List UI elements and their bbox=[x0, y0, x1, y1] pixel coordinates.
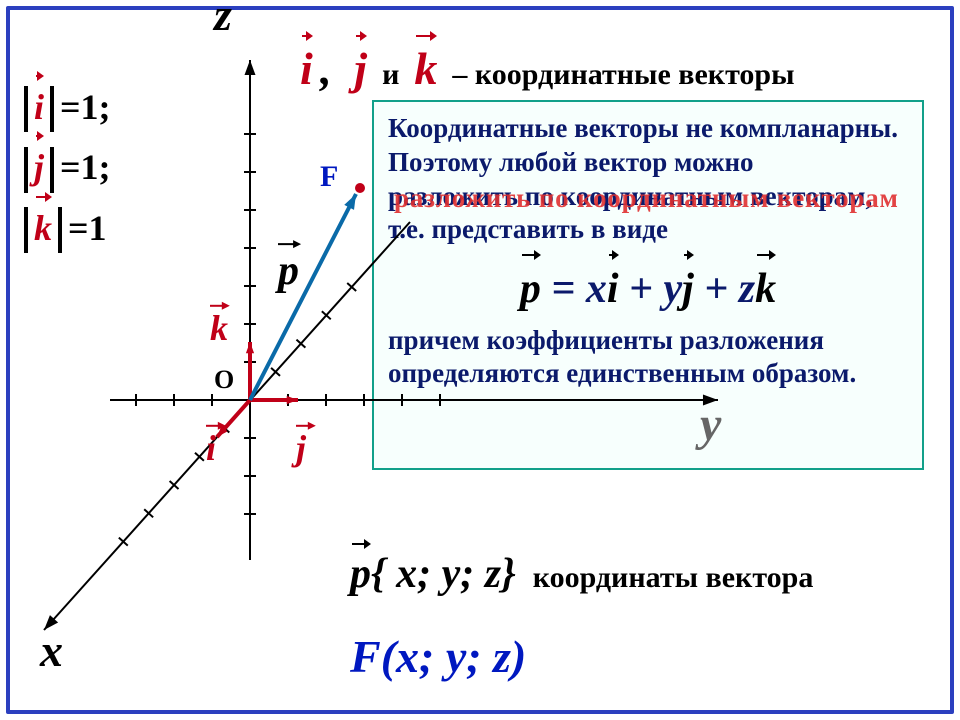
svg-text:p: p bbox=[275, 248, 299, 294]
svg-text:x: x bbox=[39, 625, 63, 676]
svg-text:j: j bbox=[291, 428, 307, 468]
svg-text:k: k bbox=[210, 308, 228, 348]
svg-text:O: O bbox=[214, 365, 234, 394]
svg-text:z: z bbox=[212, 0, 232, 40]
svg-text:y: y bbox=[695, 398, 722, 451]
svg-text:F: F bbox=[320, 160, 338, 193]
svg-text:i: i bbox=[206, 428, 216, 468]
